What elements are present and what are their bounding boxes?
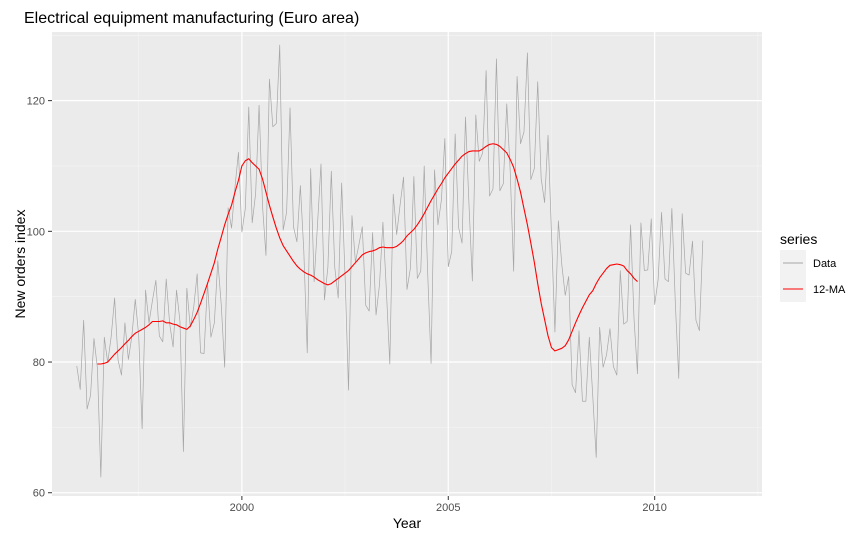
series-line-data (76, 44, 704, 478)
major-grid (52, 32, 762, 496)
x-tick-label: 2010 (642, 502, 666, 514)
legend-label-ma: 12-MA (813, 284, 846, 296)
legend-title: series (780, 231, 817, 247)
x-axis-title: Year (393, 515, 422, 531)
x-tick-label: 2005 (436, 502, 460, 514)
chart-title: Electrical equipment manufacturing (Euro… (24, 10, 359, 27)
y-tick-label: 60 (33, 488, 45, 500)
legend: series Data 12-MA (780, 231, 846, 302)
minor-grid (52, 32, 762, 496)
y-axis-title: New orders index (12, 210, 28, 319)
y-tick-label: 120 (27, 96, 45, 108)
y-tick-label: 80 (33, 357, 45, 369)
x-tick-label: 2000 (230, 502, 254, 514)
series-line-12ma (97, 143, 638, 365)
axis-ticks: 2000 2005 2010 60 80 100 120 (27, 96, 667, 514)
y-tick-label: 100 (27, 226, 45, 238)
legend-label-data: Data (813, 258, 837, 270)
series-layer (76, 44, 704, 478)
plot-panel (52, 32, 762, 496)
